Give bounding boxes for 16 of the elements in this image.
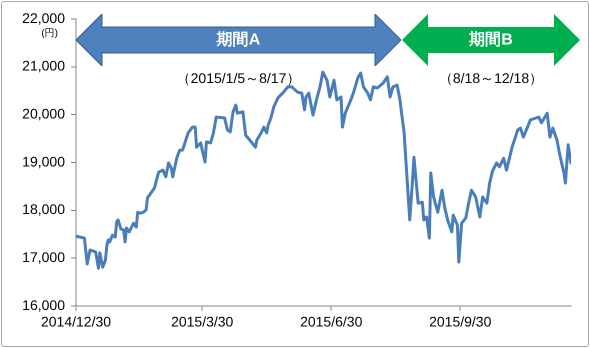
annotation: 期間A xyxy=(216,30,260,50)
x-tick-label: 2015/3/30 xyxy=(171,313,234,330)
x-tick-label: 2015/6/30 xyxy=(300,313,363,330)
y-tick-label: 22,000 xyxy=(22,10,66,26)
annotation: 期間B xyxy=(469,30,513,50)
annotation: （8/18～12/18） xyxy=(438,70,544,88)
y-tick-label: 17,000 xyxy=(22,249,66,266)
x-tick-label: 2015/9/30 xyxy=(429,313,492,330)
y-tick-label: 18,000 xyxy=(22,201,66,218)
y-axis-title: (円) xyxy=(41,28,58,39)
y-tick-label: 19,000 xyxy=(22,153,66,170)
y-tick-label: 21,000 xyxy=(22,58,66,74)
x-tick-label: 2014/12/30 xyxy=(40,313,112,330)
annotation: （2015/1/5～8/17） xyxy=(176,70,300,88)
y-tick-label: 16,000 xyxy=(22,296,66,313)
y-tick-label: 20,000 xyxy=(22,106,66,122)
